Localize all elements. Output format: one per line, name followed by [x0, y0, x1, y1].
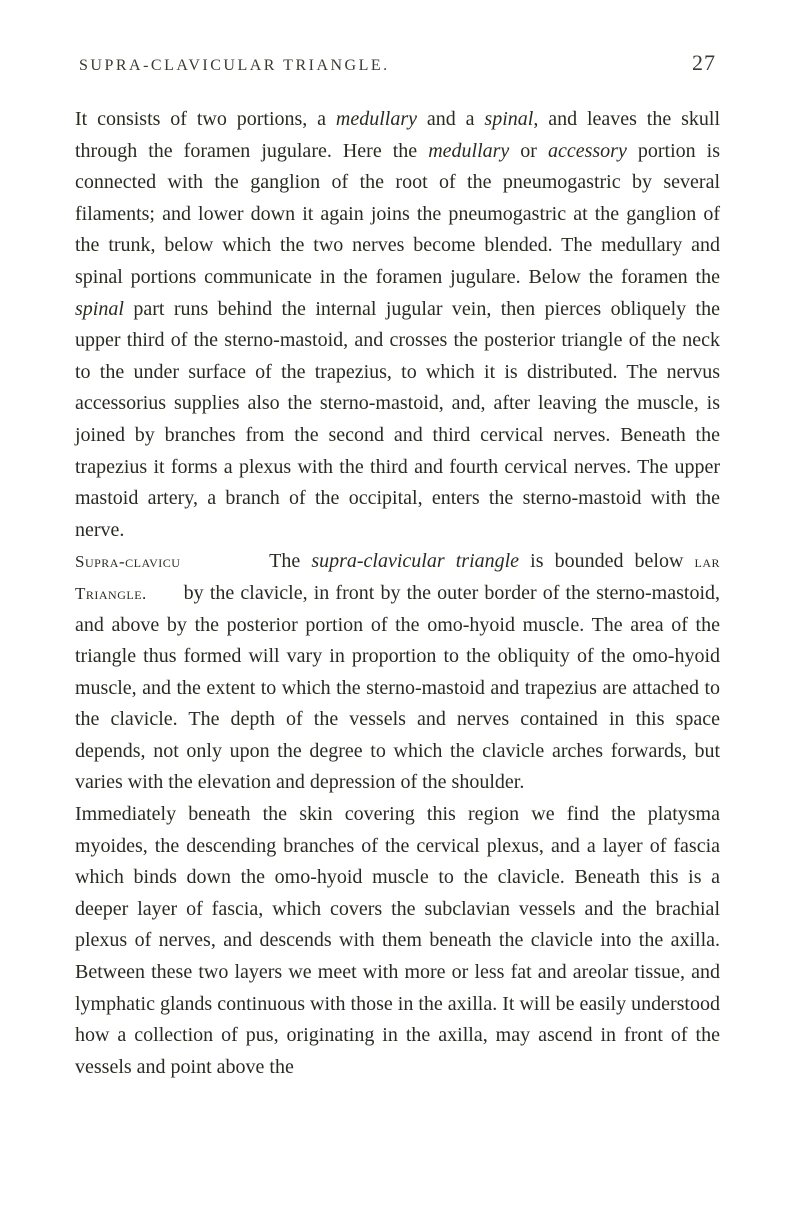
document-page: SUPRA-CLAVICULAR TRIANGLE. 27 It consist… — [0, 0, 800, 1224]
text-run: The — [269, 550, 311, 572]
header-title: SUPRA-CLAVICULAR TRIANGLE. — [79, 57, 390, 75]
page-number: 27 — [692, 50, 716, 76]
text-run: and a — [417, 108, 484, 130]
italic-term: medullary — [428, 140, 509, 162]
text-run: is bounded below — [519, 550, 694, 572]
italic-term: supra-clavicular triangle — [311, 550, 519, 572]
italic-term: spinal — [75, 298, 124, 320]
body-text: It consists of two portions, a medullary… — [75, 104, 720, 1083]
running-header: SUPRA-CLAVICULAR TRIANGLE. 27 — [75, 50, 720, 76]
text-run: Immediately beneath the skin covering th… — [75, 803, 720, 1078]
margin-label: Supra-clavicu­ — [75, 552, 180, 571]
italic-term: spinal — [484, 108, 533, 130]
text-run: or — [509, 140, 548, 162]
paragraph-1: It consists of two portions, a medullary… — [75, 104, 720, 546]
text-run: It consists of two portions, a — [75, 108, 336, 130]
paragraph-2: Supra-clavicu­ The supra-clavicular tria… — [75, 546, 720, 799]
text-run: part runs behind the internal jugular ve… — [75, 298, 720, 541]
italic-term: accessory — [548, 140, 627, 162]
italic-term: medullary — [336, 108, 417, 130]
text-run: by the clavicle, in front by the outer b… — [75, 582, 720, 794]
paragraph-3: Immediately beneath the skin covering th… — [75, 799, 720, 1083]
